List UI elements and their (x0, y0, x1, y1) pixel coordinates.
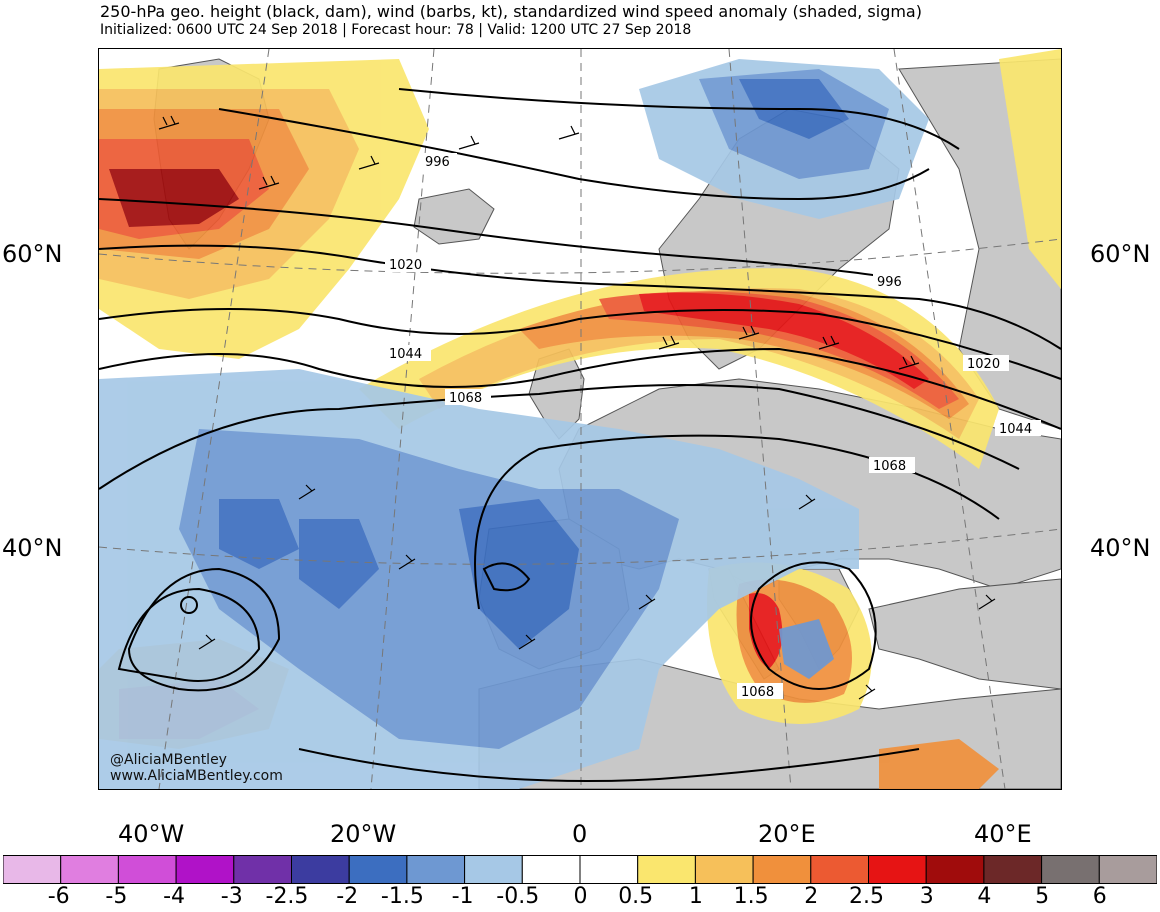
colorbar-swatch (348, 855, 408, 884)
colorbar-swatch (521, 855, 581, 884)
colorbar-label: -1.5 (380, 884, 424, 909)
iceland (413, 188, 495, 245)
contour-label: 996 (877, 275, 902, 290)
colorbar-label: -1 (451, 884, 474, 909)
lat-label-60n: 60°N (2, 240, 63, 268)
colorbar-swatch (925, 855, 985, 884)
colorbar-swatch (810, 855, 869, 884)
map-panel: 996 1020 1044 1068 996 1020 1044 1068 10… (98, 48, 1062, 790)
lon-label-40w: 40°W (118, 820, 185, 848)
positive-anomaly-layer (99, 49, 1061, 789)
map-canvas: 996 1020 1044 1068 996 1020 1044 1068 10… (99, 49, 1061, 789)
colorbar-label: 5 (1035, 884, 1050, 909)
colorbar-swatch (752, 855, 812, 884)
chart-title: 250-hPa geo. height (black, dam), wind (… (100, 2, 922, 21)
colorbar-swatch (117, 855, 177, 884)
contour-label: 996 (425, 155, 450, 170)
contour-label: 1044 (389, 347, 422, 362)
colorbar-swatch (233, 855, 293, 884)
colorbar-swatch (3, 855, 62, 884)
lon-label-20e: 20°E (758, 820, 816, 848)
colorbar-swatch (406, 855, 466, 884)
wind-barbs (158, 115, 996, 700)
colorbar-label: -6 (47, 884, 70, 909)
negative-anomaly-layer (99, 59, 929, 789)
colorbar-label: 0.5 (618, 884, 654, 909)
contour-label: 1068 (873, 459, 906, 474)
colorbar-swatch (60, 855, 119, 884)
lon-label-0: 0 (572, 820, 588, 848)
colorbar-swatch (637, 855, 696, 884)
contour-label: 1068 (741, 685, 774, 700)
contour-label: 1068 (449, 391, 482, 406)
colorbar-label: -0.5 (496, 884, 540, 909)
colorbar-swatch (868, 855, 927, 884)
contour-labels: 996 1020 1044 1068 996 1020 1044 1068 10… (385, 153, 1041, 700)
colorbar-label: -3 (220, 884, 243, 909)
colorbar-swatch (1041, 855, 1100, 884)
lon-label-20w: 20°W (330, 820, 397, 848)
colorbar-label: 2 (804, 884, 819, 909)
colorbar-label: 2.5 (849, 884, 884, 909)
colorbar-swatch (694, 855, 754, 884)
lon-label-40e: 40°E (974, 820, 1032, 848)
colorbar-label: -2 (336, 884, 359, 909)
height-contours (99, 88, 1061, 782)
contour-label: 1020 (967, 357, 1000, 372)
chart-subtitle: Initialized: 0600 UTC 24 Sep 2018 | Fore… (100, 22, 692, 38)
colorbar-swatch (1098, 855, 1157, 884)
colorbar-label: 1.5 (733, 884, 769, 909)
colorbar-label: 1 (688, 884, 703, 909)
lat-label-60n-right: 60°N (1090, 240, 1151, 268)
credit-website: www.AliciaMBentley.com (110, 768, 283, 784)
credit-handle: @AliciaMBentley (110, 752, 227, 768)
lat-label-40n-right: 40°N (1090, 534, 1151, 562)
colorbar-swatch (175, 855, 235, 884)
colorbar (3, 855, 1157, 884)
turkey-mideast (868, 578, 1061, 690)
lat-label-40n: 40°N (2, 534, 63, 562)
colorbar-swatch (983, 855, 1043, 884)
colorbar-swatch (579, 855, 639, 884)
colorbar-label: -5 (105, 884, 128, 909)
graticule-layer (99, 49, 1061, 789)
colorbar-label: 0 (573, 884, 588, 909)
colorbar-label: 3 (919, 884, 934, 909)
contour-label: 1044 (999, 422, 1032, 437)
colorbar-label: 4 (977, 884, 992, 909)
colorbar-label: 6 (1092, 884, 1107, 909)
colorbar-label: -2.5 (265, 884, 309, 909)
contour-label: 1020 (389, 258, 422, 273)
colorbar-swatch (464, 855, 523, 884)
colorbar-label: -4 (163, 884, 186, 909)
colorbar-swatch (291, 855, 350, 884)
